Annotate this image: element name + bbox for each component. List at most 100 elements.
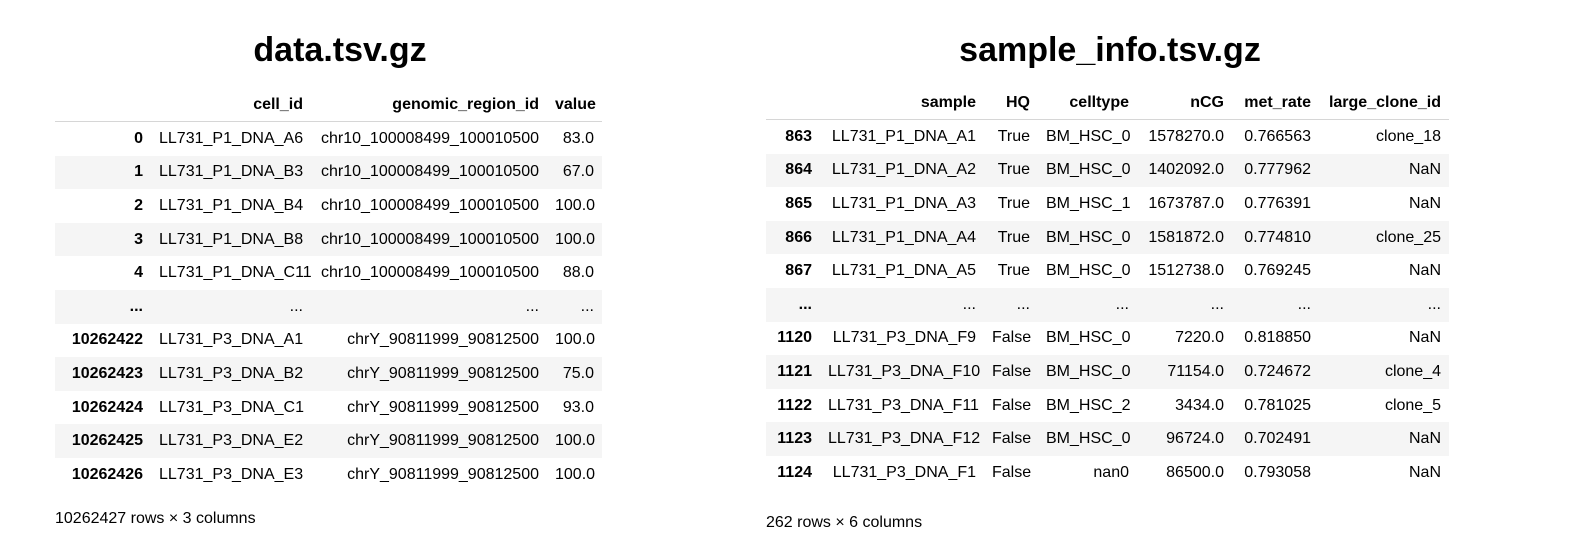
header-row: sample HQ celltype nCG met_rate large_clone_i… bbox=[766, 86, 1449, 120]
table-cell: 86500.0 bbox=[1166, 463, 1224, 481]
row-index: 863 bbox=[785, 127, 812, 145]
table-row: 1123 LL731_P3_DNA_F12 False BM_HSC_0 96724.0… bbox=[766, 422, 1449, 456]
table-cell: LL731_P3_DNA_E3 bbox=[159, 465, 304, 483]
table-cell: BM_HSC_0 bbox=[1046, 262, 1131, 280]
row-index: 867 bbox=[785, 262, 812, 280]
row-index: 1124 bbox=[777, 463, 812, 481]
table-cell: BM_HSC_0 bbox=[1046, 228, 1131, 246]
table-row: 10262422 LL731_P3_DNA_A1 chrY_90811999_908… bbox=[55, 324, 602, 358]
table-cell: False bbox=[992, 362, 1032, 380]
table-cell: 88.0 bbox=[562, 264, 594, 282]
table-row: 1122 LL731_P3_DNA_F11 False BM_HSC_2 3434.0 0… bbox=[766, 389, 1449, 423]
table-cell: NaN bbox=[1408, 161, 1441, 179]
table-cell: nan0 bbox=[1093, 463, 1129, 481]
table-cell: ... bbox=[289, 297, 303, 315]
table-cell: False bbox=[992, 396, 1032, 414]
column-header[interactable]: sample bbox=[820, 86, 984, 120]
column-header[interactable]: value bbox=[547, 88, 602, 122]
table-cell: NaN bbox=[1408, 463, 1441, 481]
table-cell: 83.0 bbox=[562, 129, 594, 147]
table-cell: 100.0 bbox=[555, 432, 596, 450]
table-cell: ... bbox=[962, 295, 976, 313]
table-cell: NaN bbox=[1408, 194, 1441, 212]
table-cell: LL731_P1_DNA_A5 bbox=[831, 262, 976, 280]
table-cell: 67.0 bbox=[562, 163, 594, 181]
table-cell: LL731_P1_DNA_A1 bbox=[831, 127, 976, 145]
table-cell: BM_HSC_0 bbox=[1046, 362, 1131, 380]
column-header[interactable]: met_rate bbox=[1232, 86, 1319, 120]
table-cell: chrY_90811999_90812500 bbox=[347, 432, 539, 450]
row-index: 10262422 bbox=[71, 331, 143, 349]
row-index: 10262426 bbox=[71, 465, 143, 483]
table-cell: BM_HSC_0 bbox=[1046, 161, 1131, 179]
table-row: 864 LL731_P1_DNA_A2 True BM_HSC_0 1402092.0 0… bbox=[766, 153, 1449, 188]
table-cell: ... bbox=[1016, 295, 1030, 313]
table-cell: chr10_100008499_100010500 bbox=[321, 196, 539, 214]
table-row: ..................... bbox=[766, 287, 1449, 322]
table-cell: 1578270.0 bbox=[1148, 127, 1224, 145]
column-header[interactable]: genomic_region_id bbox=[311, 88, 547, 122]
table-cell: LL731_P1_DNA_B8 bbox=[159, 230, 304, 248]
table-cell: LL731_P1_DNA_B3 bbox=[159, 163, 304, 181]
row-index: 1121 bbox=[777, 362, 812, 380]
row-index: 1123 bbox=[777, 430, 812, 448]
row-index: 10262424 bbox=[71, 398, 143, 416]
row-index: 864 bbox=[785, 161, 812, 179]
row-index: 0 bbox=[134, 129, 143, 147]
table-row: 0 LL731_P1_DNA_A6 chr10_100008499_10001050… bbox=[55, 122, 602, 156]
table-cell: 71154.0 bbox=[1167, 362, 1224, 380]
table-row: 2 LL731_P1_DNA_B4 chr10_100008499_10001050… bbox=[55, 189, 602, 223]
table-cell: NaN bbox=[1408, 329, 1441, 347]
table-cell: chrY_90811999_90812500 bbox=[347, 398, 539, 416]
table-cell: LL731_P3_DNA_F11 bbox=[828, 396, 979, 414]
table-cell: LL731_P1_DNA_C11 bbox=[159, 264, 311, 282]
row-index: ... bbox=[129, 297, 143, 315]
index-header bbox=[766, 86, 820, 120]
row-index: 10262423 bbox=[71, 364, 143, 382]
table-cell: clone_5 bbox=[1384, 396, 1441, 414]
table-cell: ... bbox=[1297, 295, 1311, 313]
table-row: 4 LL731_P1_DNA_C11 chr10_100008499_1000105… bbox=[55, 256, 602, 290]
table-cell: 0.818850 bbox=[1244, 329, 1311, 347]
column-header[interactable]: nCG bbox=[1137, 86, 1232, 120]
table-cell: BM_HSC_0 bbox=[1046, 430, 1131, 448]
row-index: 2 bbox=[134, 196, 143, 214]
table-cell: 7220.0 bbox=[1175, 329, 1224, 347]
panel-title: sample_info.tsv.gz bbox=[959, 31, 1261, 69]
table-cell: BM_HSC_2 bbox=[1046, 396, 1131, 414]
table-row: 1124 LL731_P3_DNA_F1 False nan0 86500.0 0.793… bbox=[766, 456, 1449, 490]
row-index: 4 bbox=[134, 264, 143, 282]
table-cell: chr10_100008499_100010500 bbox=[321, 129, 539, 147]
table-row: 3 LL731_P1_DNA_B8 chr10_100008499_10001050… bbox=[55, 222, 602, 257]
table-cell: chrY_90811999_90812500 bbox=[347, 465, 539, 483]
row-index: ... bbox=[798, 295, 812, 313]
table-cell: True bbox=[997, 161, 1030, 179]
row-index: 1 bbox=[134, 163, 143, 181]
column-header[interactable]: large_clone_id bbox=[1319, 86, 1449, 120]
row-index: 865 bbox=[785, 194, 812, 212]
table-cell: 100.0 bbox=[555, 230, 596, 248]
data-tsv-table: cell_id genomic_region_id value 0 LL731_P1_… bbox=[55, 88, 602, 492]
table-cell: LL731_P1_DNA_A2 bbox=[831, 161, 976, 179]
table-cell: chrY_90811999_90812500 bbox=[347, 364, 539, 382]
table-cell: LL731_P3_DNA_F10 bbox=[828, 362, 981, 380]
table-row: 10262425 LL731_P3_DNA_E2 chrY_90811999_908… bbox=[55, 424, 602, 458]
table-cell: 0.769245 bbox=[1244, 262, 1311, 280]
table-cell: 0.793058 bbox=[1244, 463, 1311, 481]
column-header[interactable]: HQ bbox=[984, 86, 1038, 120]
table-row: 1120 LL731_P3_DNA_F9 False BM_HSC_0 7220.0 0.… bbox=[766, 322, 1449, 356]
table-cell: 0.781025 bbox=[1244, 396, 1311, 414]
table-cell: LL731_P1_DNA_A3 bbox=[831, 194, 976, 212]
column-header[interactable]: celltype bbox=[1038, 86, 1137, 120]
column-header[interactable]: cell_id bbox=[151, 88, 311, 122]
panel-title: data.tsv.gz bbox=[253, 31, 427, 69]
table-cell: 100.0 bbox=[555, 331, 596, 349]
table-cell: 1673787.0 bbox=[1148, 194, 1224, 212]
table-cell: LL731_P3_DNA_F9 bbox=[832, 329, 976, 347]
table-cell: 0.774810 bbox=[1244, 228, 1311, 246]
table-cell: 1581872.0 bbox=[1148, 228, 1224, 246]
table-cell: LL731_P1_DNA_B4 bbox=[159, 196, 304, 214]
table-cell: clone_18 bbox=[1376, 127, 1441, 145]
table-row: 863 LL731_P1_DNA_A1 True BM_HSC_0 1578270.0 0… bbox=[766, 120, 1449, 154]
table-cell: True bbox=[997, 127, 1030, 145]
